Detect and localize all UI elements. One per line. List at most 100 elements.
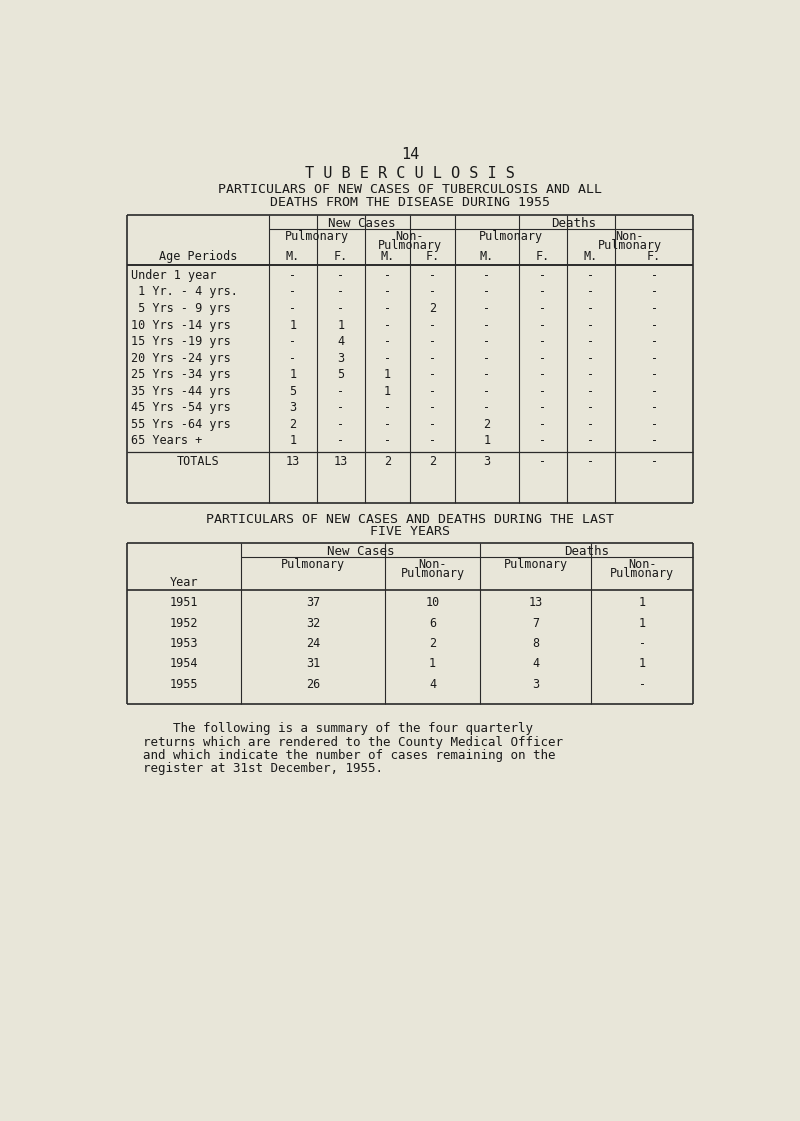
Text: 1955: 1955	[170, 678, 198, 691]
Text: 13: 13	[334, 455, 348, 469]
Text: -: -	[650, 335, 658, 349]
Text: -: -	[429, 318, 436, 332]
Text: 1951: 1951	[170, 596, 198, 609]
Text: -: -	[539, 269, 546, 281]
Text: F.: F.	[334, 250, 348, 262]
Text: 1: 1	[638, 596, 646, 609]
Text: -: -	[638, 678, 646, 691]
Text: -: -	[429, 401, 436, 415]
Text: M.: M.	[381, 250, 394, 262]
Text: -: -	[290, 335, 297, 349]
Text: DEATHS FROM THE DISEASE DURING 1955: DEATHS FROM THE DISEASE DURING 1955	[270, 196, 550, 209]
Text: -: -	[338, 401, 345, 415]
Text: -: -	[384, 269, 391, 281]
Text: -: -	[429, 352, 436, 364]
Text: -: -	[650, 352, 658, 364]
Text: Pulmonary: Pulmonary	[598, 239, 662, 252]
Text: T U B E R C U L O S I S: T U B E R C U L O S I S	[305, 166, 515, 180]
Text: -: -	[384, 318, 391, 332]
Text: 3: 3	[338, 352, 345, 364]
Text: -: -	[539, 318, 546, 332]
Text: -: -	[587, 302, 594, 315]
Text: PARTICULARS OF NEW CASES OF TUBERCULOSIS AND ALL: PARTICULARS OF NEW CASES OF TUBERCULOSIS…	[218, 184, 602, 196]
Text: -: -	[290, 302, 297, 315]
Text: 32: 32	[306, 617, 320, 630]
Text: -: -	[587, 269, 594, 281]
Text: -: -	[650, 302, 658, 315]
Text: 31: 31	[306, 657, 320, 670]
Text: F.: F.	[535, 250, 550, 262]
Text: 45 Yrs -54 yrs: 45 Yrs -54 yrs	[131, 401, 230, 415]
Text: New Cases: New Cases	[328, 216, 396, 230]
Text: -: -	[587, 418, 594, 430]
Text: 14: 14	[401, 147, 419, 163]
Text: -: -	[290, 269, 297, 281]
Text: -: -	[587, 369, 594, 381]
Text: Pulmonary: Pulmonary	[281, 557, 345, 571]
Text: 2: 2	[429, 455, 436, 469]
Text: -: -	[429, 385, 436, 398]
Text: -: -	[338, 435, 345, 447]
Text: Age Periods: Age Periods	[159, 250, 238, 262]
Text: 1953: 1953	[170, 637, 198, 650]
Text: 1: 1	[338, 318, 345, 332]
Text: 26: 26	[306, 678, 320, 691]
Text: -: -	[650, 435, 658, 447]
Text: 1: 1	[483, 435, 490, 447]
Text: 20 Yrs -24 yrs: 20 Yrs -24 yrs	[131, 352, 230, 364]
Text: Pulmonary: Pulmonary	[285, 230, 349, 242]
Text: 2: 2	[483, 418, 490, 430]
Text: 4: 4	[429, 678, 436, 691]
Text: 1952: 1952	[170, 617, 198, 630]
Text: -: -	[539, 435, 546, 447]
Text: New Cases: New Cases	[326, 545, 394, 557]
Text: -: -	[384, 418, 391, 430]
Text: -: -	[429, 369, 436, 381]
Text: 3: 3	[290, 401, 297, 415]
Text: Non-: Non-	[615, 230, 644, 242]
Text: M.: M.	[584, 250, 598, 262]
Text: Pulmonary: Pulmonary	[401, 567, 465, 580]
Text: 1 Yr. - 4 yrs.: 1 Yr. - 4 yrs.	[131, 286, 238, 298]
Text: 3: 3	[483, 455, 490, 469]
Text: register at 31st December, 1955.: register at 31st December, 1955.	[142, 762, 382, 775]
Text: -: -	[483, 369, 490, 381]
Text: -: -	[539, 352, 546, 364]
Text: -: -	[650, 269, 658, 281]
Text: TOTALS: TOTALS	[177, 455, 219, 469]
Text: -: -	[587, 352, 594, 364]
Text: 1: 1	[638, 657, 646, 670]
Text: -: -	[539, 401, 546, 415]
Text: Deaths: Deaths	[551, 216, 597, 230]
Text: 6: 6	[429, 617, 436, 630]
Text: -: -	[483, 335, 490, 349]
Text: -: -	[429, 269, 436, 281]
Text: -: -	[483, 318, 490, 332]
Text: -: -	[587, 385, 594, 398]
Text: -: -	[429, 286, 436, 298]
Text: 1954: 1954	[170, 657, 198, 670]
Text: 8: 8	[532, 637, 539, 650]
Text: -: -	[384, 401, 391, 415]
Text: -: -	[483, 269, 490, 281]
Text: -: -	[338, 385, 345, 398]
Text: 2: 2	[429, 637, 436, 650]
Text: -: -	[429, 418, 436, 430]
Text: -: -	[650, 369, 658, 381]
Text: 37: 37	[306, 596, 320, 609]
Text: F.: F.	[426, 250, 440, 262]
Text: returns which are rendered to the County Medical Officer: returns which are rendered to the County…	[142, 735, 562, 749]
Text: Deaths: Deaths	[564, 545, 609, 557]
Text: 65 Years +: 65 Years +	[131, 435, 202, 447]
Text: Pulmonary: Pulmonary	[378, 239, 442, 252]
Text: -: -	[384, 352, 391, 364]
Text: -: -	[539, 335, 546, 349]
Text: -: -	[587, 435, 594, 447]
Text: Non-: Non-	[628, 557, 656, 571]
Text: 2: 2	[290, 418, 297, 430]
Text: -: -	[539, 286, 546, 298]
Text: -: -	[587, 286, 594, 298]
Text: -: -	[384, 335, 391, 349]
Text: 1: 1	[290, 318, 297, 332]
Text: 5 Yrs - 9 yrs: 5 Yrs - 9 yrs	[131, 302, 230, 315]
